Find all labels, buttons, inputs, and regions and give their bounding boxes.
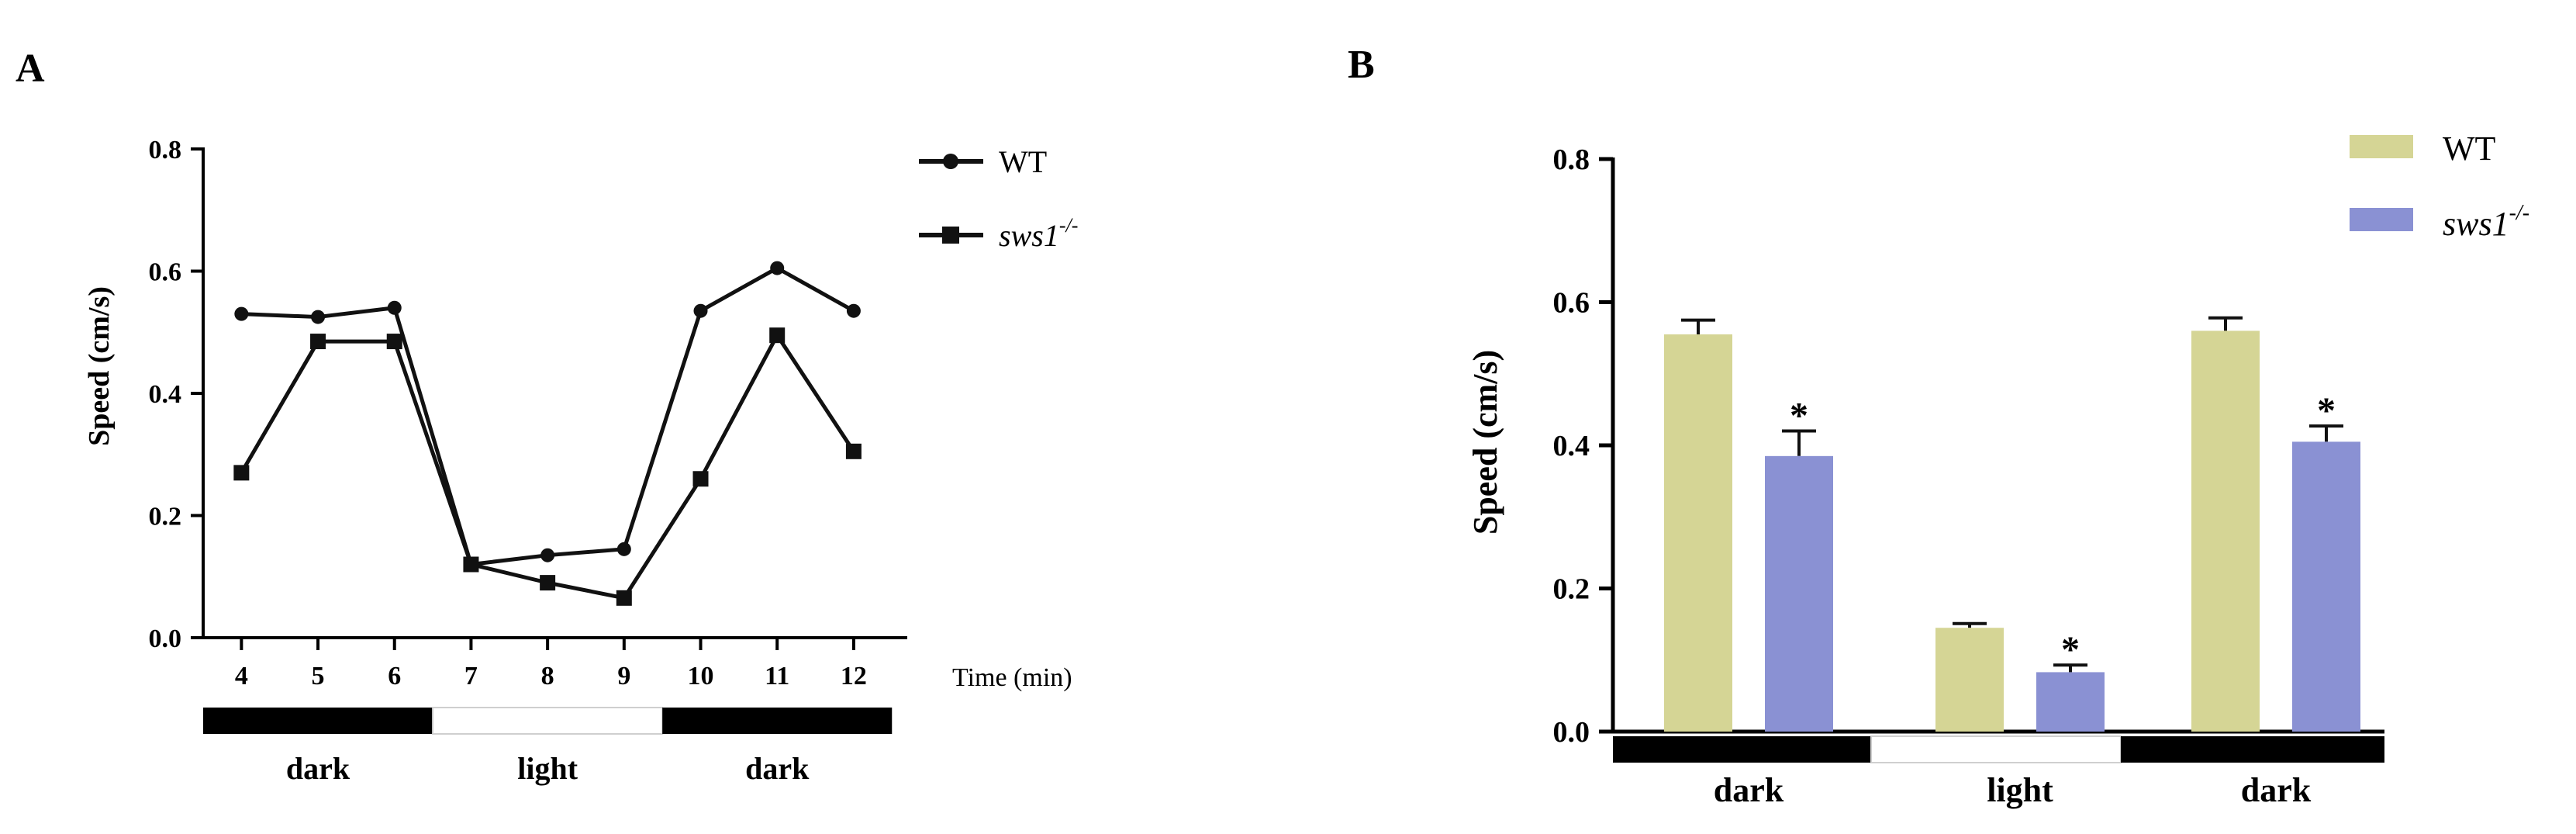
bar-chart-b: 0.0 0.2 0.4 0.6 0.8 * * * dark light dark Speed …	[1466, 130, 2529, 809]
phase-light-bar	[432, 707, 664, 735]
sws1-bar	[1765, 455, 1833, 732]
legend-wt-marker	[943, 154, 958, 169]
significance-star: *	[2061, 629, 2080, 670]
series-wt-line	[241, 266, 855, 566]
chart-a-axes: 0.0 0.2 0.4 0.6 0.8 4 5 6 7 8 9 10 11 12	[149, 136, 907, 690]
sws1-point	[310, 334, 326, 350]
legend-b-sws1-sup: -/-	[2509, 201, 2529, 225]
legend-b-wt-swatch	[2350, 135, 2413, 158]
chart-a-legend: WT sws1-/-	[919, 144, 1078, 253]
chart-a-x-tick-label: 12	[841, 662, 867, 690]
sws1-point	[540, 575, 556, 591]
significance-star: *	[2317, 390, 2336, 431]
wt-point	[311, 310, 326, 324]
phase-dark-label: dark	[286, 751, 350, 786]
legend-sws1-name: sws1	[999, 218, 1059, 253]
sws1-point	[463, 556, 479, 573]
chart-a-x-axis-label: Time (min)	[952, 663, 1072, 692]
phase-dark-bar	[662, 708, 893, 734]
chart-b-category-label: dark	[2241, 771, 2312, 809]
wt-bar	[1935, 628, 2004, 732]
wt-point	[846, 303, 861, 318]
chart-b-y-tick-label: 0.0	[1553, 716, 1590, 749]
chart-a-x-tick-label: 9	[617, 662, 630, 690]
chart-a-x-tick-label: 11	[765, 662, 789, 690]
chart-a-phase-bar: dark light dark	[203, 707, 893, 786]
wt-point	[234, 306, 249, 321]
chart-b-y-tick-label: 0.2	[1553, 573, 1590, 606]
sws1-point	[386, 334, 402, 350]
sws1-point	[845, 443, 862, 459]
panel-a-label: A	[16, 47, 45, 91]
chart-b-phase-dark-bar	[1613, 736, 1871, 763]
sws1-point	[692, 471, 709, 487]
chart-a-x-tick-label: 4	[235, 662, 248, 690]
chart-b-legend: WT sws1-/-	[2350, 130, 2529, 243]
legend-b-sws1-swatch	[2350, 208, 2413, 231]
chart-b-phase-dark-bar	[2121, 736, 2384, 763]
phase-light-label: light	[517, 751, 578, 786]
line-chart-a: 0.00.20.40.60.84 5 6 7 8 9 10 11 12 dark light dar…	[83, 136, 1078, 786]
sws1-bar	[2292, 441, 2360, 732]
wt-point	[540, 548, 555, 562]
chart-b-phase-light-bar	[1870, 735, 2122, 763]
wt-point	[693, 303, 708, 318]
chart-a-lines	[233, 261, 862, 606]
chart-a-x-tick-label: 10	[688, 662, 714, 690]
chart-b-y-tick-label: 0.6	[1553, 287, 1590, 320]
chart-a-x-tick-label: 8	[541, 662, 554, 690]
chart-a-y-tick-label: 0.6	[149, 258, 182, 287]
chart-a-y-tick-label: 0.0	[149, 625, 182, 653]
sws1-point	[233, 465, 250, 481]
legend-b-sws1-name: sws1	[2443, 205, 2509, 243]
chart-b-bars: * * *	[1664, 316, 2360, 732]
chart-a-x-tick-label: 6	[388, 662, 401, 690]
chart-a-y-axis-label: Speed (cm/s)	[83, 286, 116, 446]
chart-a-y-tick-label: 0.2	[149, 503, 182, 531]
chart-a-y-tick-label: 0.4	[149, 380, 182, 409]
chart-b-axes: 0.0 0.2 0.4 0.6 0.8	[1553, 144, 2384, 749]
chart-b-category-label: dark	[1714, 771, 1784, 809]
sws1-bar	[2036, 672, 2105, 732]
legend-sws1-label: sws1-/-	[999, 214, 1078, 253]
wt-bar	[2191, 330, 2260, 732]
chart-a-y-tick-label: 0.8	[149, 136, 182, 164]
chart-a-x-tick-label: 5	[312, 662, 325, 690]
chart-b-y-tick-label: 0.8	[1553, 144, 1590, 176]
legend-b-wt-label: WT	[2443, 130, 2496, 168]
legend-b-sws1-label: sws1-/-	[2443, 201, 2529, 243]
wt-point	[616, 542, 631, 556]
legend-wt-label: WT	[999, 144, 1047, 179]
panel-b-label: B	[1348, 43, 1375, 87]
wt-point	[387, 300, 402, 315]
legend-sws1-sup: -/-	[1059, 214, 1079, 237]
sws1-point	[616, 590, 632, 606]
sws1-point	[769, 327, 786, 344]
chart-b-y-axis-label: Speed (cm/s)	[1466, 350, 1504, 535]
chart-b-category-label: light	[1987, 771, 2053, 809]
chart-a-x-tick-label: 7	[464, 662, 478, 690]
phase-dark-label: dark	[745, 751, 810, 786]
chart-b-phase-bar: dark light dark	[1613, 735, 2384, 809]
legend-sws1-marker	[942, 227, 959, 244]
phase-dark-bar	[203, 708, 433, 734]
wt-point	[770, 261, 785, 275]
chart-b-y-tick-label: 0.4	[1553, 430, 1590, 462]
significance-star: *	[1790, 396, 1808, 437]
wt-bar	[1664, 334, 1732, 732]
